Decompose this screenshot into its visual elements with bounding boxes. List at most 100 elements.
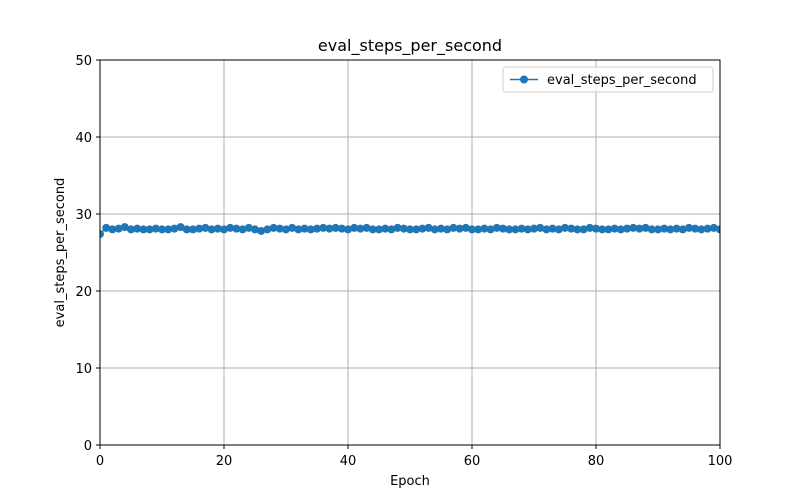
data-point bbox=[585, 223, 594, 232]
data-point bbox=[158, 225, 166, 234]
data-point bbox=[406, 225, 414, 234]
data-point bbox=[399, 224, 408, 233]
data-point bbox=[282, 225, 290, 234]
data-point bbox=[331, 223, 340, 232]
data-point bbox=[226, 223, 235, 232]
x-tick-label: 100 bbox=[708, 454, 733, 469]
data-point bbox=[623, 224, 631, 233]
data-point bbox=[381, 224, 390, 233]
data-point bbox=[127, 225, 135, 234]
data-point bbox=[213, 224, 222, 233]
data-point bbox=[418, 224, 427, 233]
data-point bbox=[592, 224, 600, 233]
data-point bbox=[251, 225, 259, 234]
data-point bbox=[468, 225, 476, 234]
series-group bbox=[100, 223, 720, 239]
data-point bbox=[195, 224, 204, 233]
data-point bbox=[523, 225, 532, 234]
data-point bbox=[437, 224, 445, 233]
legend-box bbox=[502, 66, 714, 93]
data-point bbox=[164, 225, 173, 234]
data-point bbox=[647, 225, 656, 234]
data-point bbox=[356, 224, 365, 233]
data-point bbox=[474, 225, 483, 234]
plot-frame bbox=[99, 59, 721, 446]
data-point bbox=[238, 225, 247, 234]
x-tick-label: 80 bbox=[588, 454, 605, 469]
data-point bbox=[703, 224, 712, 233]
data-point bbox=[461, 223, 470, 232]
data-point bbox=[616, 225, 625, 234]
data-point bbox=[133, 224, 142, 233]
data-point bbox=[641, 223, 650, 232]
data-point bbox=[102, 223, 111, 232]
y-tick-label: 10 bbox=[75, 362, 92, 377]
data-point bbox=[145, 225, 154, 234]
data-point bbox=[337, 224, 346, 233]
data-point bbox=[232, 224, 241, 233]
data-point bbox=[666, 225, 675, 234]
data-point bbox=[170, 224, 179, 233]
data-point bbox=[449, 223, 458, 232]
data-point bbox=[100, 230, 104, 239]
data-point bbox=[573, 225, 582, 234]
data-point bbox=[697, 225, 706, 234]
data-point bbox=[598, 225, 607, 234]
series-layer bbox=[100, 223, 720, 239]
y-tick-label: 50 bbox=[75, 54, 92, 69]
data-point bbox=[567, 224, 576, 233]
data-point bbox=[201, 223, 210, 232]
ticks: 0 20 40 60 80 100 0 10 20 30 40 50 bbox=[75, 54, 732, 469]
data-point bbox=[151, 224, 160, 233]
data-point bbox=[114, 224, 123, 233]
y-tick-label: 0 bbox=[84, 439, 92, 454]
data-point bbox=[548, 224, 557, 233]
data-point bbox=[542, 225, 551, 234]
data-point bbox=[220, 225, 228, 234]
x-tick-label: 40 bbox=[340, 454, 357, 469]
data-point bbox=[511, 225, 520, 234]
x-tick-label: 60 bbox=[464, 454, 481, 469]
data-point bbox=[604, 225, 613, 234]
data-point bbox=[443, 225, 452, 234]
data-point bbox=[189, 225, 197, 234]
data-point bbox=[275, 224, 284, 233]
data-point bbox=[375, 225, 383, 234]
data-point bbox=[362, 223, 371, 232]
data-point bbox=[486, 225, 495, 234]
data-point bbox=[139, 225, 148, 234]
x-tick-label: 0 bbox=[96, 454, 104, 469]
grid bbox=[99, 59, 721, 446]
data-point bbox=[536, 223, 545, 232]
data-point bbox=[579, 225, 588, 234]
data-point bbox=[300, 224, 309, 233]
data-point bbox=[368, 225, 377, 234]
data-point bbox=[306, 225, 315, 234]
data-point bbox=[654, 225, 662, 234]
data-point bbox=[288, 223, 297, 232]
data-point bbox=[412, 225, 421, 234]
data-point bbox=[424, 223, 433, 232]
data-point bbox=[678, 225, 687, 234]
y-tick-label: 40 bbox=[75, 131, 92, 146]
data-point bbox=[554, 225, 563, 234]
data-point bbox=[393, 223, 402, 232]
data-point bbox=[387, 225, 396, 234]
data-point bbox=[561, 223, 569, 232]
data-point bbox=[313, 224, 321, 233]
x-tick-label: 20 bbox=[216, 454, 233, 469]
data-point bbox=[480, 224, 489, 233]
x-axis-title: Epoch bbox=[390, 474, 430, 489]
data-point bbox=[530, 224, 538, 233]
data-point bbox=[505, 225, 514, 234]
data-point bbox=[319, 223, 328, 232]
data-point bbox=[350, 223, 359, 232]
data-point bbox=[716, 225, 720, 234]
data-point bbox=[294, 225, 303, 234]
data-point bbox=[709, 223, 718, 232]
data-point bbox=[120, 223, 129, 232]
y-axis-title: eval_steps_per_second bbox=[53, 178, 68, 328]
data-point bbox=[635, 224, 644, 233]
data-point bbox=[325, 224, 334, 233]
